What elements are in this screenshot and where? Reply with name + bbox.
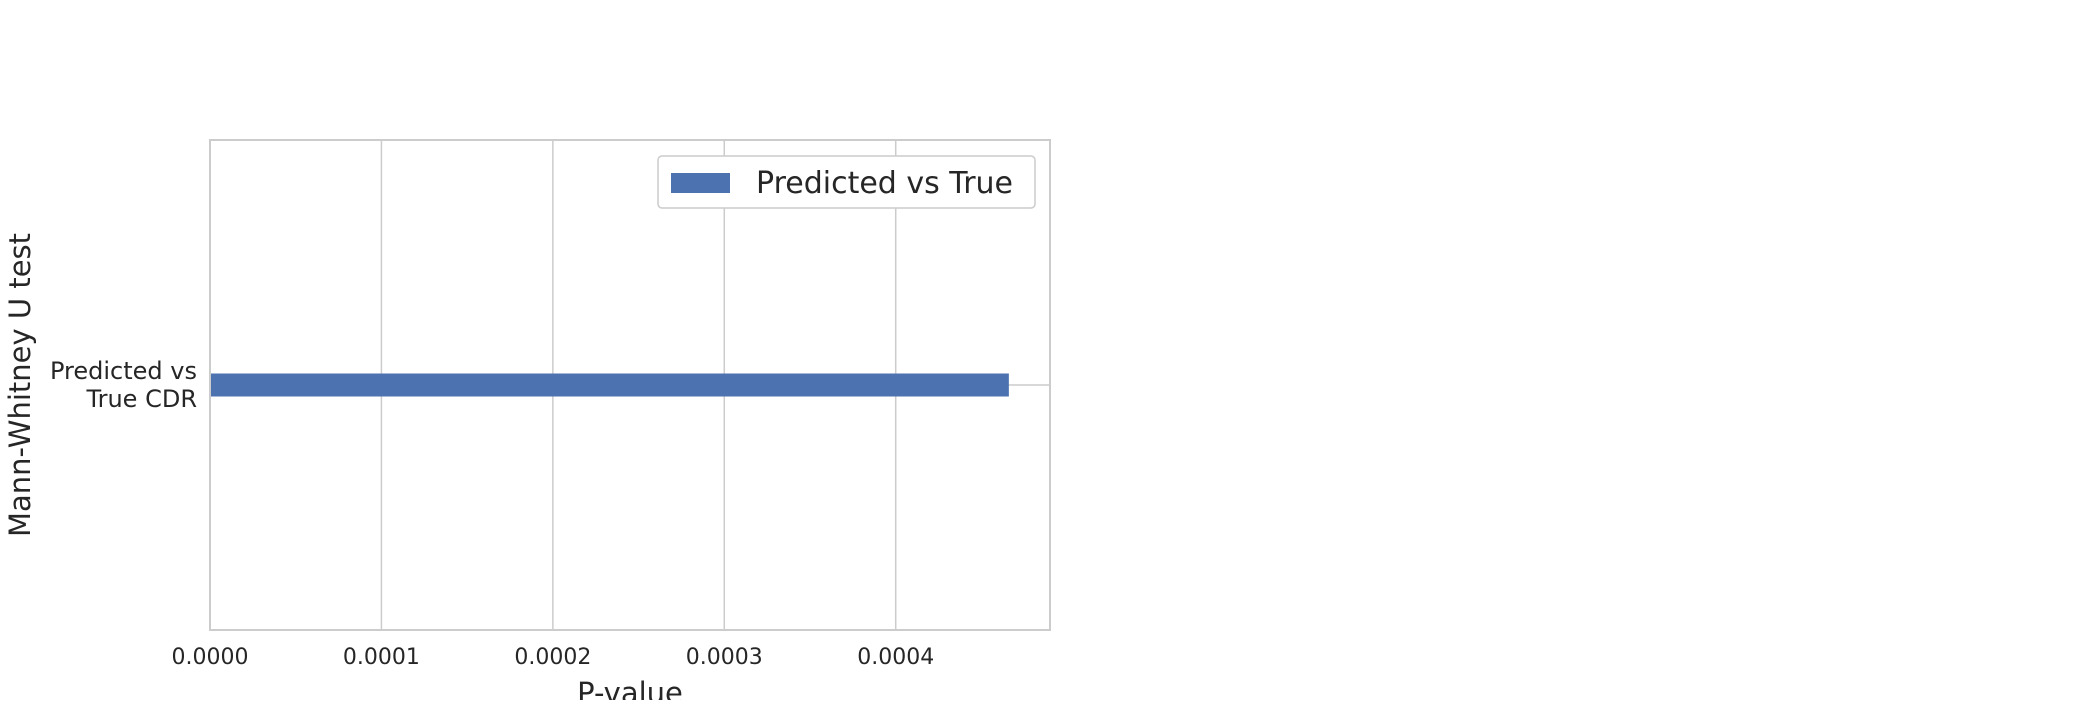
x-tick-label: 0.0001 (343, 645, 420, 670)
x-axis-label: P-value (577, 676, 683, 700)
x-tick-label: 0.0000 (172, 645, 249, 670)
y-axis-label: Mann-Whitney U test (3, 233, 37, 537)
legend: Predicted vs True (657, 155, 1036, 209)
x-tick-label: 0.0002 (514, 645, 591, 670)
bar-layer (210, 373, 1009, 397)
y-tick-label: Predicted vs True CDR (50, 357, 197, 413)
legend-label: Predicted vs True (756, 166, 1013, 201)
axis-labels: P-value Mann-Whitney U test (3, 233, 683, 704)
axes-frame (209, 139, 1051, 631)
plot-frame (209, 139, 1051, 631)
legend-box (657, 155, 1036, 209)
x-tick-label: 0.0003 (686, 645, 763, 670)
bar (210, 373, 1009, 397)
tick-labels: 0.0000 0.0001 0.0002 0.0003 0.0004 Predicted … (50, 357, 934, 670)
legend-swatch (671, 173, 730, 193)
x-tick-label: 0.0004 (857, 645, 934, 670)
